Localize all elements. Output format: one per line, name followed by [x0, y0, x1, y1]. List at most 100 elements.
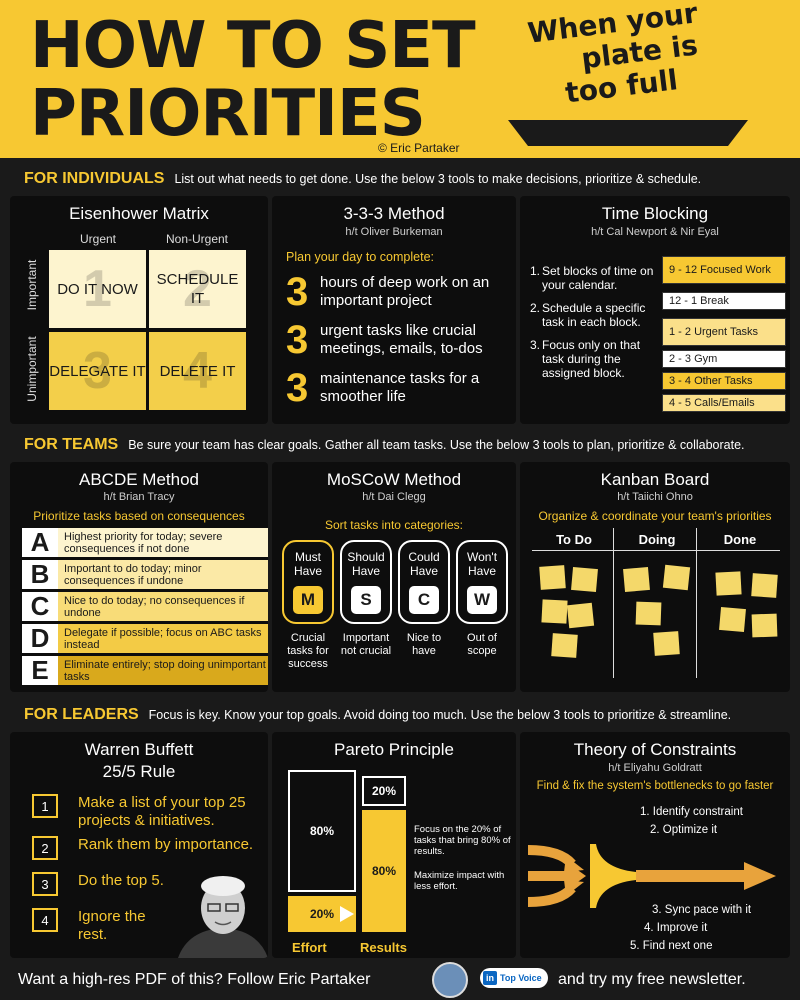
category-label: Should Have	[347, 550, 385, 578]
list-item: 3 urgent tasks like crucial meetings, em…	[286, 320, 516, 360]
step-item: 2. Optimize it	[650, 824, 718, 836]
category-description: Nice to have	[406, 632, 442, 657]
cell-label: SCHEDULE IT	[156, 271, 239, 307]
sticky-note	[571, 566, 598, 593]
calendar-block: 1 - 2 Urgent Tasks	[662, 318, 786, 346]
step-number: 2.	[530, 301, 541, 315]
panel-title-line-1: Warren Buffett	[84, 740, 194, 759]
panel-credit: h/t Eliyahu Goldratt	[608, 762, 702, 774]
list-item: 3 Do the top 5.	[32, 872, 268, 896]
panel-intro: Prioritize tasks based on consequences	[33, 509, 245, 523]
panel-title: Kanban Board	[600, 470, 710, 489]
section-label: FOR INDIVIDUALS	[24, 170, 165, 187]
results-20-box: 20%	[362, 776, 406, 806]
category-pill: Won't Have W	[456, 540, 508, 624]
panel-title-line-2: 25/5 Rule	[102, 762, 176, 781]
matrix-cell-delete-it: 4 DELETE IT	[149, 332, 246, 410]
sticky-note	[751, 573, 778, 598]
priority-letter: A	[22, 527, 58, 557]
results-label: Results	[360, 940, 407, 955]
panel-title: Time Blocking	[601, 204, 709, 223]
category-pill: Must Have M	[282, 540, 334, 624]
step-item: 1. Identify constraint	[640, 806, 743, 818]
kanban-column-header: To Do	[556, 532, 592, 547]
item-number: 4	[32, 908, 58, 932]
kanban-column-header: Done	[723, 532, 757, 547]
sticky-note	[551, 633, 578, 658]
panel-intro: Find & fix the system's bottlenecks to g…	[536, 780, 774, 792]
page-title: HOW TO SET PRIORITIES	[30, 12, 476, 148]
cell-number: 3	[83, 341, 112, 400]
plate-ribbon	[508, 120, 748, 146]
item-text: maintenance tasks for a smoother life	[320, 370, 480, 405]
panel-title: Pareto Principle	[333, 740, 454, 759]
item-number: 3	[286, 318, 309, 362]
list-item: 2 Rank them by importance.	[32, 836, 268, 860]
item-text: Do the top 5.	[78, 872, 164, 889]
calendar-block: 2 - 3 Gym	[662, 350, 786, 368]
sticky-note	[662, 564, 691, 591]
item-text: urgent tasks like crucial meetings, emai…	[320, 322, 483, 357]
panel-intro: Plan your day to complete:	[286, 250, 434, 264]
list-item: D Delegate if possible; focus on ABC tas…	[22, 623, 268, 653]
sticky-note	[539, 565, 566, 590]
sticky-note	[653, 631, 680, 656]
step-item: 5. Find next one	[630, 940, 713, 952]
item-number: 2	[32, 836, 58, 860]
matrix-cell-delegate-it: 3 DELEGATE IT	[49, 332, 146, 410]
list-item: 3 hours of deep work on an important pro…	[286, 272, 516, 312]
category-letter: S	[351, 586, 381, 614]
category-pill: Should Have S	[340, 540, 392, 624]
step-item: 3. Sync pace with it	[652, 904, 752, 916]
footer-text-right: and try my free newsletter.	[558, 971, 746, 988]
kanban-divider	[613, 528, 614, 678]
category-wont-have: Won't Have W Out of scope	[456, 540, 508, 658]
list-item: 3 maintenance tasks for a smoother life	[286, 368, 516, 408]
list-item: A Highest priority for today; severe con…	[22, 527, 268, 557]
panel-credit: h/t Oliver Burkeman	[345, 226, 443, 238]
top-voice-badge[interactable]: in Top Voice	[480, 968, 548, 988]
category-label: Could Have	[408, 550, 440, 578]
bottleneck-diagram	[527, 844, 776, 908]
panel-credit: h/t Cal Newport & Nir Eyal	[591, 226, 719, 238]
step-number: 1.	[530, 264, 541, 278]
category-letter: M	[293, 586, 323, 614]
row-label-unimportant: Unimportant	[25, 336, 39, 402]
priority-text: Nice to do today; no consequences if und…	[58, 592, 268, 621]
section-teams: FOR TEAMS Be sure your team has clear go…	[0, 430, 800, 460]
step-text: Set blocks of time on your calendar.	[542, 264, 654, 292]
abcde-panel: ABCDE Method h/t Brian Tracy Prioritize …	[10, 462, 268, 692]
category-pill: Could Have C	[398, 540, 450, 624]
priority-text: Delegate if possible; focus on ABC tasks…	[58, 624, 268, 653]
item-number: 3	[286, 366, 309, 410]
step-number: 3.	[530, 338, 541, 352]
list-item: 1 Make a list of your top 25 projects & …	[32, 794, 268, 830]
step-text: Focus only on that task during the assig…	[542, 338, 641, 380]
moscow-panel: MoSCoW Method h/t Dai Clegg Sort tasks i…	[272, 462, 516, 692]
category-description: Out of scope	[467, 632, 497, 657]
method-333-panel: 3-3-3 Method h/t Oliver Burkeman Plan yo…	[272, 196, 516, 424]
effort-label: Effort	[292, 940, 327, 955]
category-description: Important not crucial	[340, 632, 392, 657]
badge-label: Top Voice	[500, 973, 542, 983]
calendar-block: 12 - 1 Break	[662, 292, 786, 310]
category-should-have: Should Have S Important not crucial	[340, 540, 392, 658]
list-item: 4 Ignore the rest.	[32, 908, 178, 944]
cell-label: DO IT NOW	[57, 280, 138, 298]
kanban-header-line	[532, 550, 780, 551]
category-label: Must Have	[293, 550, 322, 578]
item-text: Ignore the rest.	[78, 908, 146, 943]
row-label-important: Important	[25, 259, 39, 311]
col-label-non-urgent: Non-Urgent	[165, 232, 229, 246]
category-description: Crucial tasks for success	[287, 632, 329, 670]
footer-text-left: Want a high-res PDF of this? Follow Eric…	[18, 971, 371, 988]
priority-letter: E	[22, 655, 58, 685]
section-text: Focus is key. Know your top goals. Avoid…	[148, 708, 732, 722]
item-number: 1	[32, 794, 58, 818]
copyright: © Eric Partaker	[378, 141, 460, 155]
list-item: C Nice to do today; no consequences if u…	[22, 591, 268, 621]
priority-text: Highest priority for today; severe conse…	[58, 528, 268, 557]
avatar[interactable]	[432, 962, 468, 998]
sticky-note	[719, 606, 746, 633]
